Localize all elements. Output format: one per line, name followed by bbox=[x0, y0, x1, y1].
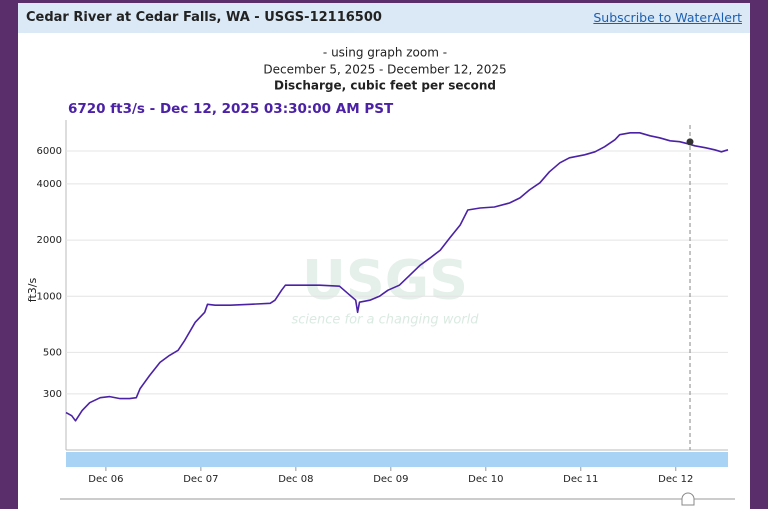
discharge-line bbox=[65, 132, 729, 422]
x-tick-label: Dec 10 bbox=[468, 474, 503, 485]
y-tick-label: 6000 bbox=[37, 146, 62, 157]
y-tick-label: 500 bbox=[43, 347, 62, 358]
subscribe-link[interactable]: Subscribe to WaterAlert bbox=[593, 10, 742, 25]
zoom-note: - using graph zoom - bbox=[323, 46, 447, 60]
watermark-tagline: science for a changing world bbox=[291, 313, 479, 328]
x-tick-label: Dec 11 bbox=[563, 474, 598, 485]
y-tick-label: 4000 bbox=[37, 179, 62, 190]
x-tick-label: Dec 09 bbox=[373, 474, 408, 485]
panel: Cedar River at Cedar Falls, WA - USGS-12… bbox=[18, 3, 750, 509]
date-range: December 5, 2025 - December 12, 2025 bbox=[263, 63, 506, 77]
site-title: Cedar River at Cedar Falls, WA - USGS-12… bbox=[26, 10, 382, 25]
header: Cedar River at Cedar Falls, WA - USGS-12… bbox=[18, 3, 750, 33]
tooltip-text: 6720 ft3/s - Dec 12, 2025 03:30:00 AM PS… bbox=[68, 101, 394, 117]
y-tick-label: 300 bbox=[43, 389, 62, 400]
chart-title: Discharge, cubic feet per second bbox=[274, 79, 496, 93]
slider-handle[interactable] bbox=[681, 492, 695, 506]
x-tick-label: Dec 12 bbox=[658, 474, 693, 485]
y-axis-label: ft3/s bbox=[26, 278, 39, 303]
cursor-point bbox=[686, 138, 694, 146]
y-tick-label: 2000 bbox=[37, 235, 62, 246]
x-tick-label: Dec 07 bbox=[183, 474, 218, 485]
watermark-logo: USGS bbox=[302, 249, 468, 312]
y-tick-label: 1000 bbox=[37, 291, 62, 302]
brush-bar[interactable] bbox=[66, 452, 728, 467]
x-tick-label: Dec 08 bbox=[278, 474, 313, 485]
x-tick-label: Dec 06 bbox=[88, 474, 123, 485]
